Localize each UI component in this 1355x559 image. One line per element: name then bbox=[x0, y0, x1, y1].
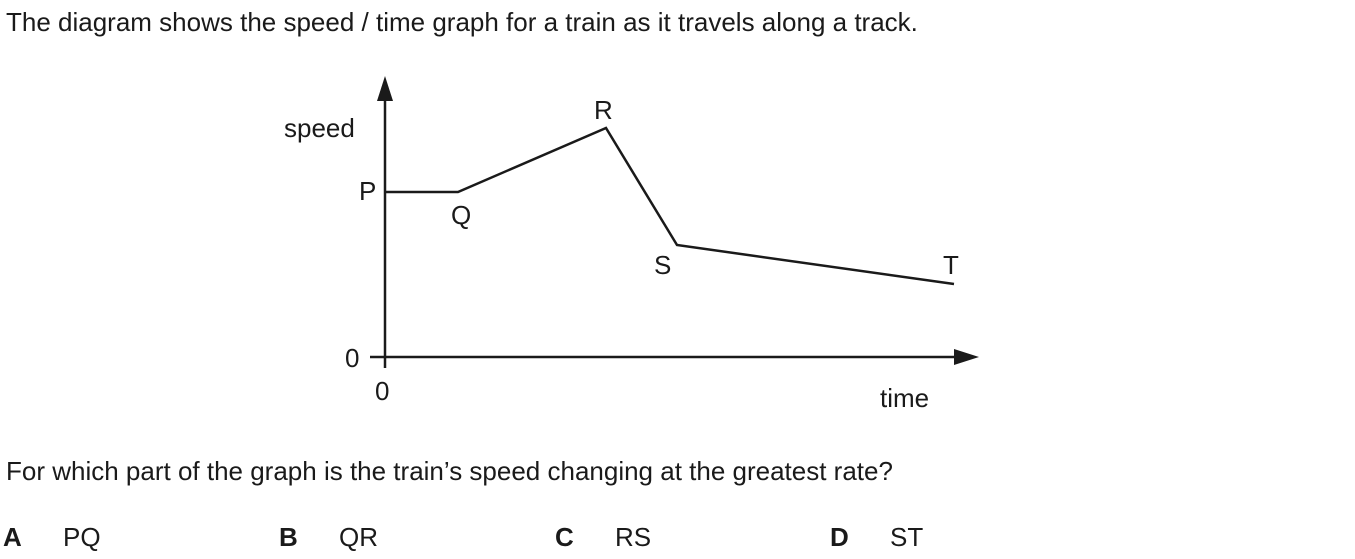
option-text: QR bbox=[339, 522, 378, 552]
answer-options: A PQ B QR C RS D ST bbox=[0, 518, 1355, 558]
y-origin-label: 0 bbox=[345, 343, 359, 373]
x-axis-label: time bbox=[880, 383, 929, 413]
option-letter: D bbox=[830, 522, 849, 552]
question-text: For which part of the graph is the train… bbox=[6, 456, 893, 486]
option-d[interactable]: D ST bbox=[830, 518, 923, 556]
option-letter: A bbox=[3, 522, 22, 552]
point-label-p: P bbox=[359, 176, 376, 206]
option-b[interactable]: B QR bbox=[279, 518, 378, 556]
option-letter: C bbox=[555, 522, 574, 552]
graph-line bbox=[385, 126, 955, 286]
y-axis-arrowhead bbox=[377, 76, 393, 101]
option-text: PQ bbox=[63, 522, 101, 552]
y-axis-label: speed bbox=[284, 113, 355, 143]
x-axis-arrowhead bbox=[954, 349, 979, 365]
option-a[interactable]: A PQ bbox=[3, 518, 101, 556]
option-text: ST bbox=[890, 522, 924, 552]
option-c[interactable]: C RS bbox=[555, 518, 651, 556]
x-origin-label: 0 bbox=[375, 376, 389, 406]
intro-text: The diagram shows the speed / time graph… bbox=[6, 7, 918, 37]
point-label-t: T bbox=[943, 250, 959, 280]
point-label-s: S bbox=[654, 250, 671, 280]
option-letter: B bbox=[279, 522, 298, 552]
point-label-r: R bbox=[594, 95, 613, 125]
point-label-q: Q bbox=[451, 200, 471, 230]
option-text: RS bbox=[615, 522, 652, 552]
